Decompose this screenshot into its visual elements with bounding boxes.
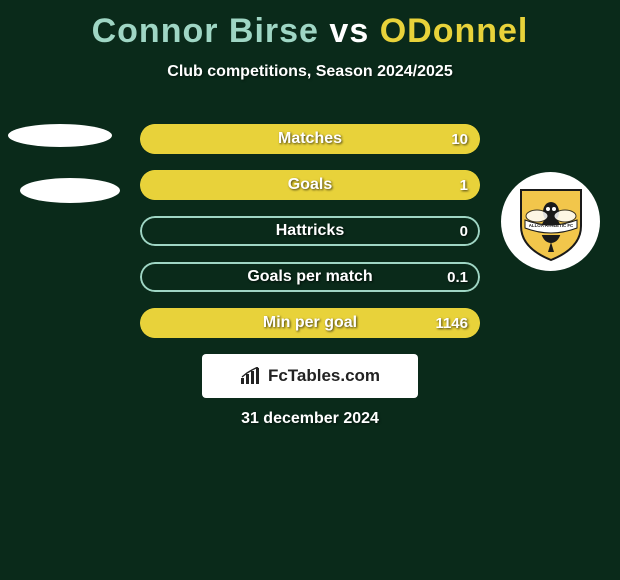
page-title: Connor Birse vs ODonnel (0, 0, 620, 51)
title-player1: Connor Birse (92, 12, 319, 50)
watermark-text: FcTables.com (268, 366, 380, 386)
title-vs: vs (329, 12, 369, 50)
team2-crest-icon: ALLOA ATHLETIC FC (517, 182, 585, 262)
stat-bar: Min per goal1146 (140, 308, 480, 338)
stat-bar-label: Hattricks (140, 216, 480, 246)
title-player2: ODonnel (380, 12, 529, 50)
stat-bar-label: Goals per match (140, 262, 480, 292)
stat-bar: Matches10 (140, 124, 480, 154)
stat-bar-value: 0.1 (447, 262, 468, 292)
stat-bar-label: Matches (140, 124, 480, 154)
stat-bar: Hattricks0 (140, 216, 480, 246)
date-text: 31 december 2024 (0, 410, 620, 428)
stat-bar: Goals1 (140, 170, 480, 200)
team2-logo-circle: ALLOA ATHLETIC FC (501, 172, 600, 271)
stat-bar-value: 1146 (435, 308, 468, 338)
svg-text:ALLOA ATHLETIC FC: ALLOA ATHLETIC FC (528, 223, 573, 228)
stats-bars: Matches10Goals1Hattricks0Goals per match… (140, 124, 480, 354)
watermark-badge: FcTables.com (202, 354, 418, 398)
team1-logo-placeholder (20, 178, 120, 203)
stat-bar-value: 1 (460, 170, 468, 200)
team1-logo-placeholder (8, 124, 112, 147)
bar-chart-icon (240, 367, 262, 385)
subtitle: Club competitions, Season 2024/2025 (0, 63, 620, 81)
stat-bar-value: 0 (460, 216, 468, 246)
stat-bar-label: Min per goal (140, 308, 480, 338)
stat-bar-label: Goals (140, 170, 480, 200)
stat-bar-value: 10 (451, 124, 468, 154)
stat-bar: Goals per match0.1 (140, 262, 480, 292)
